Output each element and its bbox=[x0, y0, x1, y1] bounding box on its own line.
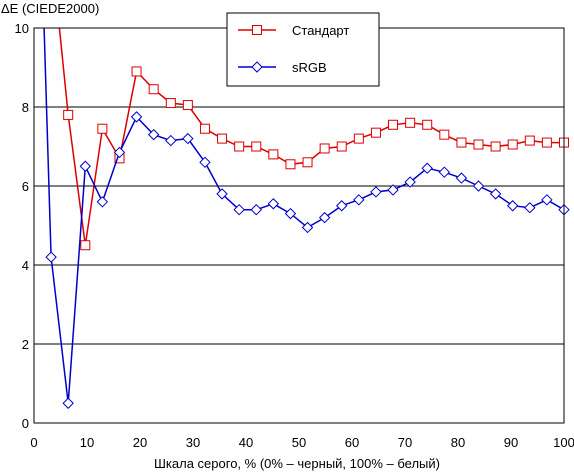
data-point-standart bbox=[148, 84, 159, 95]
data-point-srgb bbox=[524, 202, 536, 214]
x-tick-label: 40 bbox=[239, 435, 253, 450]
data-point-srgb bbox=[113, 146, 126, 159]
y-axis-title: ΔE (CIEDE2000) bbox=[1, 1, 99, 16]
data-point-srgb bbox=[489, 188, 502, 200]
y-tick-label: 4 bbox=[22, 258, 29, 273]
data-point-standart bbox=[319, 143, 330, 154]
data-point-standart bbox=[165, 98, 176, 109]
x-tick-label: 80 bbox=[451, 435, 465, 450]
data-point-srgb bbox=[233, 203, 245, 216]
data-point-standart bbox=[370, 127, 381, 138]
data-point-standart bbox=[473, 139, 484, 150]
data-point-srgb bbox=[506, 200, 519, 212]
data-point-standart bbox=[302, 157, 313, 168]
x-tick-label: 70 bbox=[398, 435, 412, 450]
data-point-srgb bbox=[472, 180, 485, 192]
data-point-srgb bbox=[318, 211, 331, 224]
data-point-srgb bbox=[147, 128, 160, 141]
data-point-standart bbox=[131, 66, 142, 77]
data-point-standart bbox=[422, 119, 433, 130]
data-point-srgb bbox=[165, 134, 177, 147]
data-point-srgb bbox=[455, 172, 468, 184]
y-tick-label: 6 bbox=[22, 179, 29, 194]
data-point-standart bbox=[336, 141, 347, 152]
data-point-srgb bbox=[62, 397, 74, 409]
data-point-standart bbox=[541, 137, 552, 148]
legend-label-srgb: sRGB bbox=[292, 60, 327, 75]
data-point-standart bbox=[182, 100, 193, 111]
data-point-standart bbox=[405, 117, 416, 128]
legend-marker-standart bbox=[252, 25, 262, 35]
x-tick-label: 20 bbox=[133, 435, 147, 450]
data-point-srgb bbox=[284, 207, 297, 220]
data-point-srgb bbox=[130, 111, 143, 123]
grid bbox=[34, 106, 564, 345]
data-point-srgb bbox=[216, 188, 228, 200]
data-point-standart bbox=[80, 240, 91, 251]
x-tick-label: 60 bbox=[345, 435, 359, 450]
data-point-standart bbox=[268, 149, 279, 160]
data-point-standart bbox=[63, 109, 74, 120]
data-point-standart bbox=[251, 141, 262, 152]
plot-frame bbox=[33, 27, 565, 424]
data-point-srgb bbox=[182, 132, 194, 145]
data-point-srgb bbox=[45, 251, 57, 263]
data-point-srgb bbox=[387, 184, 399, 196]
data-point-standart bbox=[234, 141, 245, 152]
y-tick-label: 8 bbox=[22, 100, 29, 115]
x-tick-label: 90 bbox=[504, 435, 518, 450]
data-point-srgb bbox=[353, 194, 365, 206]
x-axis-title: Шкала серого, % (0% – черный, 100% – бел… bbox=[154, 456, 440, 471]
data-point-standart bbox=[388, 119, 399, 130]
x-tick-label: 30 bbox=[186, 435, 200, 450]
legend-marker-srgb bbox=[251, 61, 263, 73]
legend-box bbox=[226, 12, 380, 87]
data-point-srgb bbox=[250, 203, 262, 216]
data-point-srgb bbox=[199, 156, 211, 169]
data-point-srgb bbox=[541, 194, 553, 206]
x-tick-label: 0 bbox=[30, 435, 37, 450]
data-point-srgb bbox=[370, 186, 382, 198]
y-tick-label: 10 bbox=[15, 21, 29, 36]
x-tick-label: 100 bbox=[553, 435, 574, 450]
data-point-standart bbox=[490, 141, 501, 152]
data-point-srgb bbox=[336, 200, 348, 212]
data-point-srgb bbox=[96, 196, 109, 208]
data-point-standart bbox=[507, 139, 518, 150]
data-point-srgb bbox=[421, 162, 433, 174]
data-point-standart bbox=[353, 133, 364, 144]
y-tick-label: 2 bbox=[22, 337, 29, 352]
data-point-standart bbox=[524, 135, 535, 146]
data-point-standart bbox=[285, 159, 296, 170]
x-tick-label: 10 bbox=[80, 435, 94, 450]
data-point-standart bbox=[97, 123, 108, 134]
plot-area bbox=[43, 27, 570, 409]
legend: Стандарт sRGB bbox=[226, 12, 380, 87]
data-point-standart bbox=[217, 133, 228, 144]
data-point-srgb bbox=[79, 160, 92, 172]
y-tick-label: 0 bbox=[22, 416, 29, 431]
legend-label-standart: Стандарт bbox=[292, 23, 349, 38]
data-point-srgb bbox=[301, 221, 314, 234]
data-point-srgb bbox=[267, 198, 280, 210]
data-point-srgb bbox=[404, 176, 416, 188]
x-tick-label: 50 bbox=[292, 435, 306, 450]
data-point-srgb bbox=[438, 166, 451, 178]
data-point-standart bbox=[456, 137, 467, 148]
data-point-standart bbox=[199, 123, 210, 134]
data-point-standart bbox=[439, 129, 450, 140]
